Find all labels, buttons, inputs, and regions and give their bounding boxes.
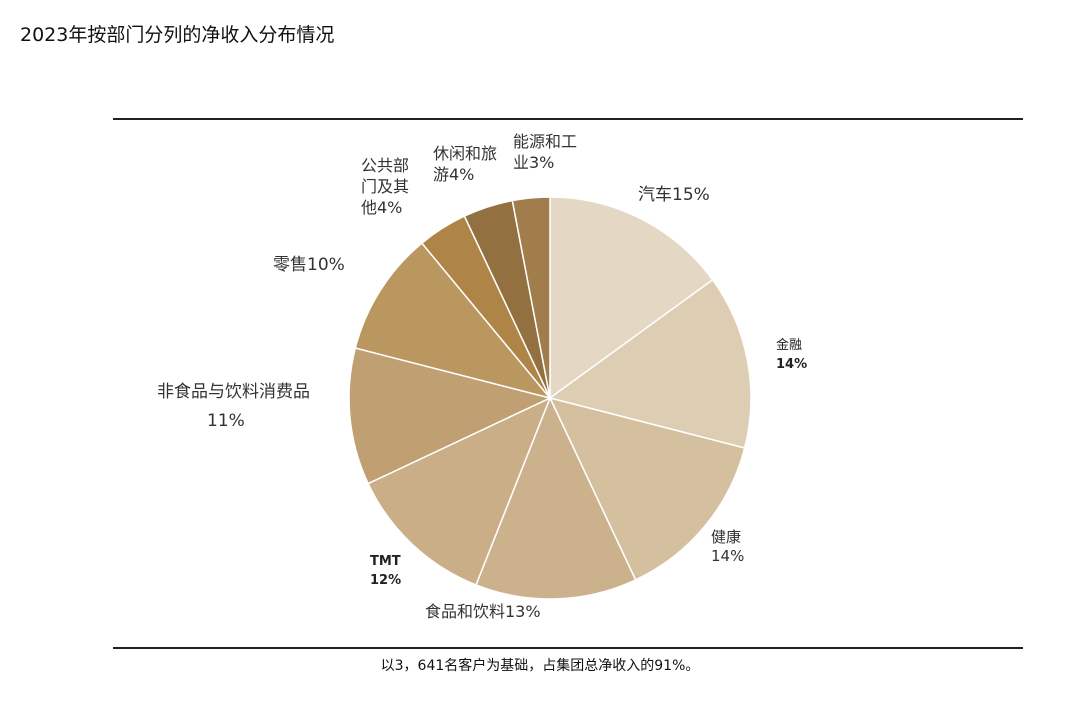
- label-finance: 金融 14%: [776, 338, 808, 372]
- footnote: 以3，641名客户为基础，占集团总净收入的91%。: [380, 658, 700, 674]
- top-divider: [113, 118, 1023, 120]
- pie-slice-9: [511, 196, 551, 399]
- page-title: 2023年按部门分列的净收入分布情况: [20, 24, 335, 46]
- pie-slice-2: [548, 396, 746, 581]
- pie-slice-6: [354, 242, 553, 400]
- label-food-beverage: 食品和饮料13%: [425, 602, 541, 621]
- label-tmt: TMT 12%: [370, 554, 402, 588]
- label-retail: 零售10%: [273, 255, 345, 275]
- pie-slice-3: [475, 396, 637, 600]
- label-health: 健康 14%: [711, 528, 745, 565]
- pie-slice-1: [548, 278, 752, 449]
- label-non-food-consumer: 非食品与饮料消费品 11%: [157, 382, 310, 431]
- label-leisure-travel: 休闲和旅 游4%: [433, 144, 498, 184]
- label-energy-industrial: 能源和工 业3%: [513, 132, 578, 172]
- bottom-divider: [113, 647, 1023, 649]
- pie-slice-5: [348, 347, 553, 485]
- pie-slice-4: [367, 396, 552, 586]
- label-public-sector: 公共部 门及其 他4%: [361, 156, 410, 217]
- label-automotive: 汽车15%: [638, 185, 710, 205]
- pie-slice-0: [549, 196, 714, 400]
